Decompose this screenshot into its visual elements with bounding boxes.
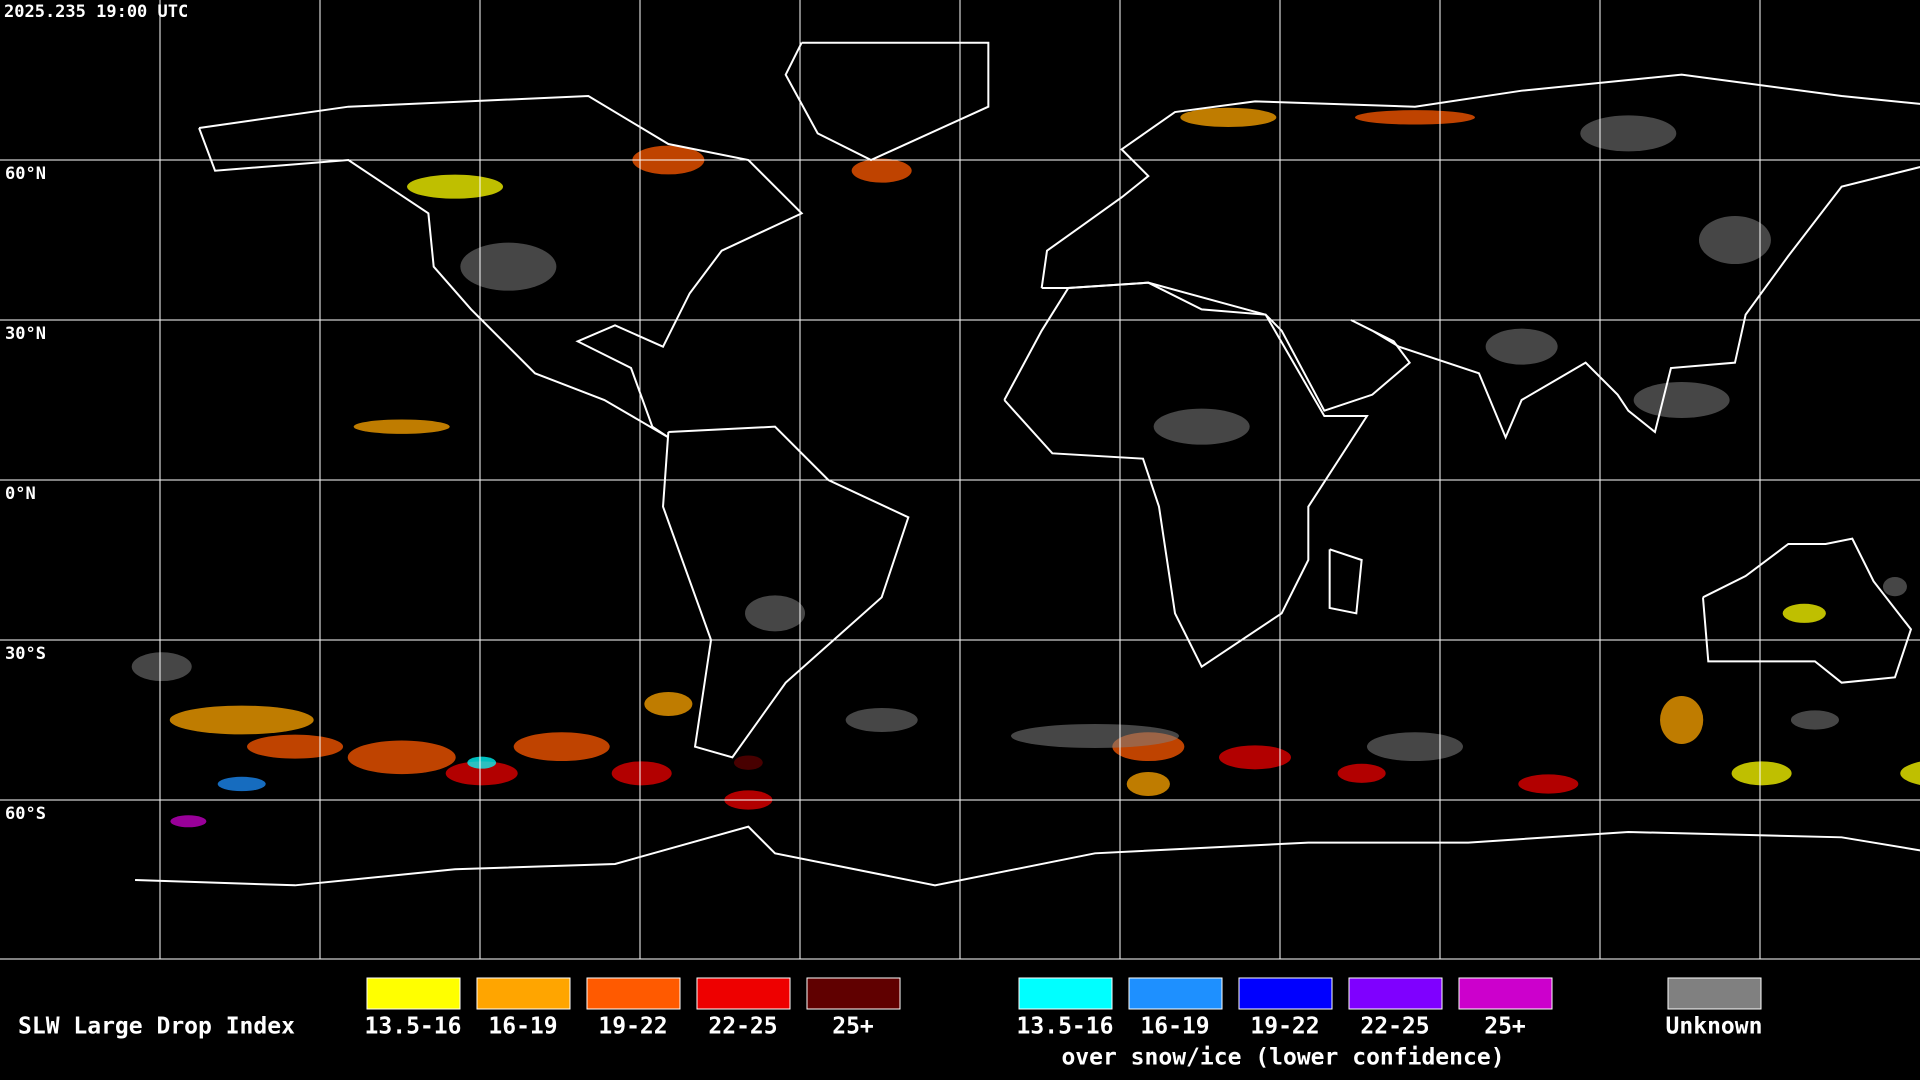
cloud-patch — [1900, 761, 1920, 785]
legend-label: 22-25 — [708, 1014, 777, 1040]
cloud-patch — [1790, 710, 1839, 730]
cloud-patch — [611, 761, 672, 786]
cloud-patch — [1882, 577, 1907, 597]
coastline — [1040, 73, 1920, 440]
cloud-patch — [1337, 763, 1386, 783]
lat-label: 60°N — [5, 164, 46, 184]
legend: 13.5-16 16-19 19-22 22-25 25+ 13.5-16 16-19 19-… — [365, 977, 1763, 1040]
cloud-patch — [217, 776, 266, 792]
cloud-patch — [851, 158, 912, 183]
cloud-patch — [1731, 761, 1792, 786]
coastline — [135, 825, 1920, 887]
cloud-patch — [131, 652, 192, 682]
cloud-patch — [407, 174, 504, 199]
cloud-layer — [131, 107, 1920, 828]
legend-label: 16-19 — [1140, 1014, 1209, 1040]
legend-swatch — [806, 977, 901, 1010]
cloud-patch — [745, 595, 806, 632]
cloud-patch — [467, 756, 497, 769]
cloud-patch — [1366, 732, 1463, 762]
cloud-patch — [1485, 328, 1558, 365]
cloud-patch — [733, 755, 763, 770]
cloud-patch — [1660, 695, 1704, 744]
legend-label: 13.5-16 — [365, 1014, 462, 1040]
cloud-patch — [1011, 723, 1179, 748]
cloud-patch — [347, 740, 456, 775]
cloud-patch — [1518, 774, 1579, 794]
legend-swatch — [366, 977, 461, 1010]
coastlines — [135, 41, 1920, 887]
legend-swatch — [476, 977, 571, 1010]
coastline — [198, 95, 804, 439]
legend-label: 13.5-16 — [1017, 1014, 1114, 1040]
legend-label: 19-22 — [598, 1014, 667, 1040]
cloud-patch — [1180, 107, 1277, 127]
cloud-patch — [1218, 745, 1291, 770]
legend-label: 22-25 — [1360, 1014, 1429, 1040]
cloud-patch — [1698, 216, 1771, 265]
legend-title: SLW Large Drop Index — [18, 1014, 295, 1040]
cloud-patch — [169, 705, 314, 735]
legend-label: 25+ — [1484, 1014, 1526, 1040]
legend-swatch — [586, 977, 681, 1010]
cloud-patch — [1633, 382, 1730, 419]
lat-label: 60°S — [5, 804, 46, 824]
legend-label: 19-22 — [1250, 1014, 1319, 1040]
legend-swatch — [1238, 977, 1333, 1010]
cloud-patch — [445, 761, 518, 786]
lat-label: 30°N — [5, 324, 46, 344]
legend-label: 16-19 — [488, 1014, 557, 1040]
coastline — [1328, 548, 1363, 615]
legend-swatch — [1128, 977, 1223, 1010]
cloud-patch — [353, 419, 450, 434]
cloud-patch — [845, 707, 918, 732]
cloud-patch — [247, 734, 344, 759]
cloud-patch — [1580, 115, 1677, 152]
legend-label: 25+ — [832, 1014, 874, 1040]
cloud-patch — [1153, 408, 1250, 445]
cloud-patch — [1782, 603, 1826, 623]
lat-label: 30°S — [5, 644, 46, 664]
cloud-patch — [1126, 771, 1170, 796]
coastline — [1701, 537, 1913, 684]
legend-swatch — [696, 977, 791, 1010]
cloud-patch — [460, 242, 557, 291]
lat-label: 0°N — [5, 484, 36, 504]
legend-label: Unknown — [1666, 1014, 1763, 1040]
legend-swatch — [1458, 977, 1553, 1010]
legend-swatch — [1348, 977, 1443, 1010]
legend-caption: over snow/ice (lower confidence) — [1061, 1045, 1504, 1071]
coastline — [662, 425, 910, 759]
cloud-patch — [170, 815, 207, 828]
cloud-patch — [1354, 110, 1475, 125]
timestamp: 2025.235 19:00 UTC — [4, 2, 188, 22]
cloud-patch — [644, 691, 693, 716]
legend-swatch — [1667, 977, 1762, 1010]
graticule — [0, 0, 1920, 959]
cloud-patch — [513, 732, 610, 762]
legend-swatch — [1018, 977, 1113, 1010]
